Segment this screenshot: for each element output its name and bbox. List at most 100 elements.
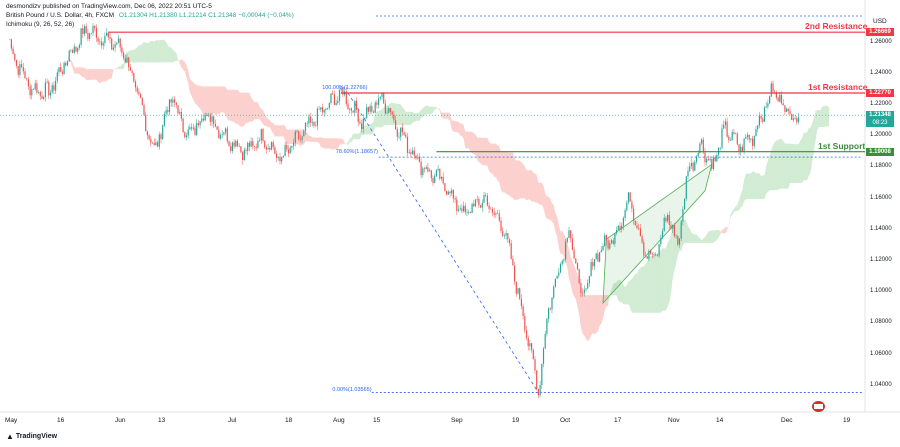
candle-body	[575, 258, 577, 264]
ichimoku-cloud-segment	[84, 67, 87, 81]
fib-trend-line	[347, 92, 539, 393]
candle-body	[610, 240, 613, 243]
candle-body	[321, 107, 324, 113]
tradingview-logo[interactable]: ▲ TradingView	[6, 432, 57, 441]
ichimoku-cloud-segment	[667, 239, 670, 307]
first-support-label: 1st Support	[818, 140, 866, 151]
candle-body	[298, 131, 300, 140]
ichimoku-cloud-segment	[672, 224, 675, 279]
candle-body	[466, 212, 468, 213]
ichimoku-cloud-segment	[514, 158, 517, 201]
first-resistance-label: 1st Resistance	[808, 81, 868, 92]
ichimoku-cloud-segment	[331, 138, 333, 150]
fib-786-label: 78.60%(1.18657)	[335, 149, 378, 156]
ichimoku-cloud-segment	[557, 216, 559, 248]
ichimoku-cloud-segment	[698, 236, 700, 243]
ichimoku-cloud-segment	[113, 68, 116, 71]
candle-body	[422, 168, 424, 176]
candle-body	[177, 105, 179, 114]
candle-body	[252, 141, 254, 147]
time-tick-label: Sep	[451, 417, 463, 424]
candle-body	[716, 154, 718, 161]
candle-body	[435, 170, 437, 177]
candle-body	[636, 225, 638, 229]
ichimoku-cloud-segment	[79, 67, 82, 76]
candle-body	[493, 212, 495, 215]
ichimoku-cloud-segment	[307, 132, 309, 142]
candle-body	[544, 333, 546, 349]
candle-body	[21, 64, 23, 68]
candle-body	[622, 217, 624, 226]
candle-body	[330, 93, 332, 103]
candle-body	[670, 224, 672, 229]
ichimoku-cloud-segment	[487, 137, 490, 171]
ichimoku-cloud-segment	[94, 69, 97, 80]
candle-body	[333, 94, 335, 105]
candle-body	[456, 199, 458, 211]
candle-body	[687, 170, 689, 177]
candle-body	[223, 132, 225, 135]
ichimoku-cloud-segment	[254, 102, 257, 120]
candle-body	[208, 115, 210, 116]
candle-body	[172, 99, 174, 103]
ichimoku-cloud-segment	[191, 80, 194, 100]
candle-body	[648, 250, 650, 259]
ichimoku-cloud-segment	[463, 125, 466, 149]
candle-body	[73, 46, 75, 53]
candle-body	[124, 58, 126, 63]
ichimoku-cloud-segment	[507, 151, 510, 196]
ichimoku-cloud-segment	[155, 40, 158, 63]
candle-body	[95, 27, 97, 38]
ichimoku-cloud-segment	[72, 62, 75, 74]
ichimoku-cloud-segment	[329, 138, 331, 150]
ichimoku-cloud-segment	[596, 295, 598, 333]
candle-body	[29, 86, 31, 96]
ichimoku-cloud-segment	[754, 171, 756, 200]
ichimoku-cloud-segment	[577, 274, 580, 316]
candle-body	[752, 138, 754, 146]
ichimoku-cloud-segment	[115, 68, 117, 70]
candle-body	[609, 242, 611, 249]
ichimoku-cloud-segment	[410, 111, 413, 125]
ichimoku-cloud-segment	[203, 86, 206, 117]
candle-body	[391, 111, 393, 115]
ichimoku-cloud-segment	[467, 131, 469, 149]
ichimoku-cloud-segment	[395, 103, 398, 125]
us-flag-icon[interactable]	[812, 401, 825, 412]
candle-body	[338, 90, 341, 101]
ichimoku-cloud-segment	[104, 69, 107, 82]
candle-body	[267, 148, 269, 150]
ichimoku-cloud-segment	[784, 143, 787, 189]
candle-body	[423, 168, 426, 169]
ichimoku-cloud-segment	[558, 225, 561, 254]
candle-body	[140, 94, 142, 98]
ichimoku-cloud-segment	[820, 106, 823, 128]
ichimoku-cloud-segment	[280, 125, 282, 137]
ichimoku-cloud-segment	[705, 234, 707, 243]
candle-body	[141, 97, 143, 105]
ichimoku-cloud-segment	[145, 42, 148, 63]
candle-body	[14, 53, 16, 60]
indicator-legend[interactable]: Ichimoku (9, 26, 52, 26)	[6, 21, 75, 28]
candle-body	[335, 102, 337, 105]
ichimoku-cloud-segment	[87, 69, 90, 81]
candle-body	[641, 236, 643, 243]
ichimoku-cloud-segment	[274, 125, 277, 137]
candle-body	[63, 63, 65, 75]
candle-body	[242, 152, 244, 160]
ichimoku-cloud-segment	[494, 143, 496, 178]
candle-body	[464, 205, 466, 213]
ichimoku-cloud-segment	[499, 146, 501, 191]
candle-body	[204, 115, 206, 121]
ichimoku-cloud-segment	[733, 206, 736, 213]
candle-body	[779, 94, 781, 102]
ichimoku-cloud-segment	[130, 49, 133, 63]
candle-body	[128, 57, 130, 68]
symbol-legend[interactable]: British Pound / U.S. Dollar, 4h, FXCM O1…	[6, 12, 294, 19]
ichimoku-cloud-segment	[305, 131, 308, 142]
candle-body	[294, 131, 296, 143]
candle-body	[412, 150, 414, 155]
ichimoku-cloud-segment	[213, 86, 216, 116]
